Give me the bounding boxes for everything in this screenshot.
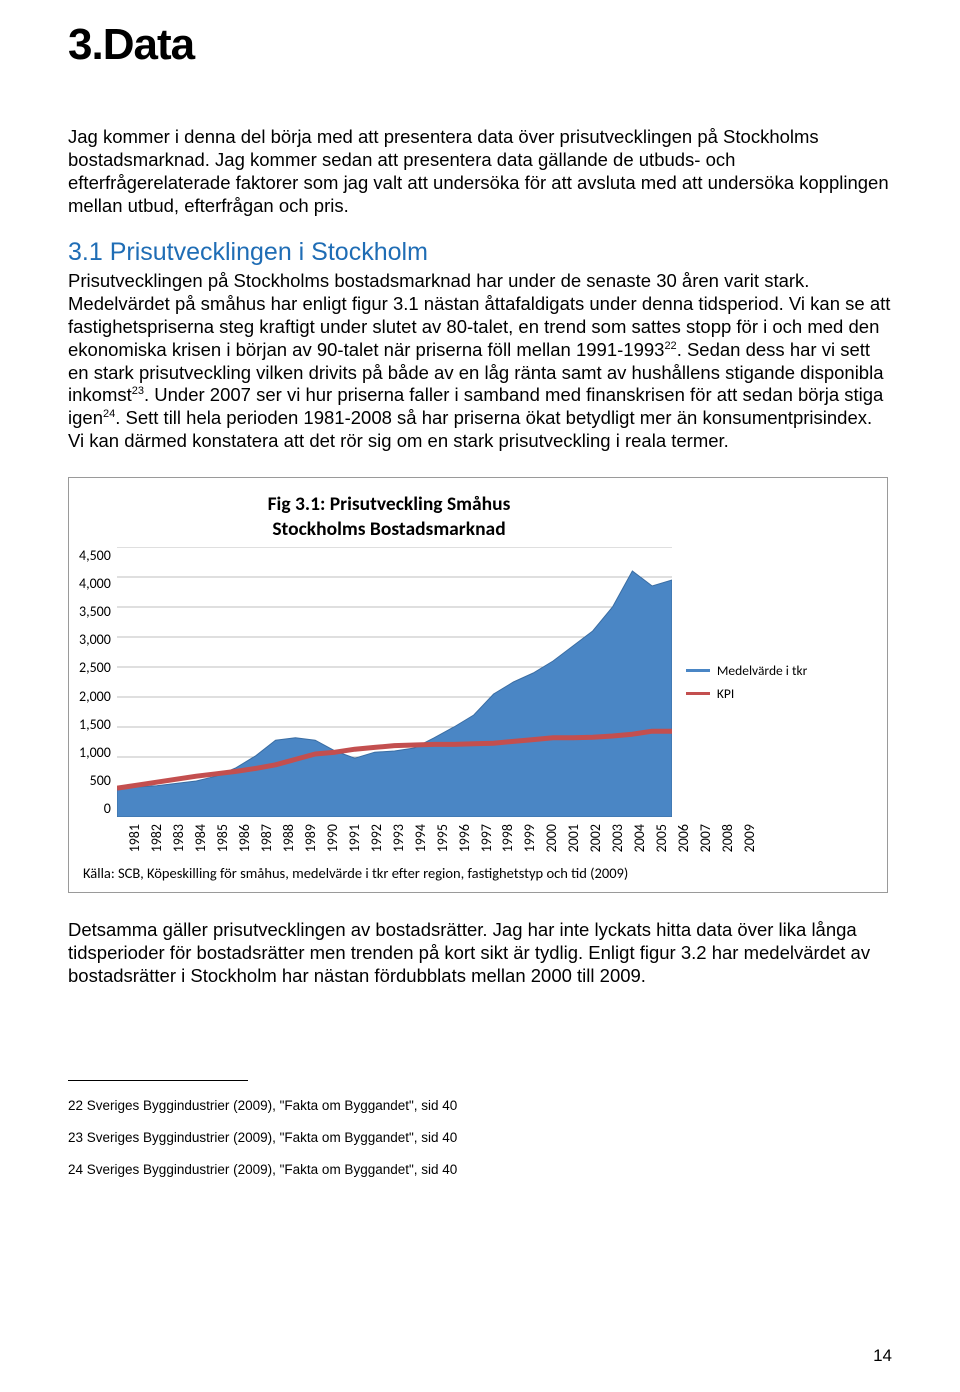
- x-tick-label: 1999: [521, 824, 538, 852]
- subsection-heading: 3.1 Prisutvecklingen i Stockholm: [68, 238, 892, 267]
- x-tick-label: 2008: [719, 824, 736, 852]
- post-chart-paragraph: Detsamma gäller prisutvecklingen av bost…: [68, 919, 892, 988]
- chart-title: Fig 3.1: Prisutveckling Småhus Stockholm…: [139, 492, 639, 541]
- page-number: 14: [873, 1346, 892, 1366]
- x-tick-label: 2003: [609, 824, 626, 852]
- x-tick-label: 1985: [214, 824, 231, 852]
- x-tick-label: 1988: [280, 824, 297, 852]
- legend-label: KPI: [717, 685, 734, 702]
- body-paragraph: Prisutvecklingen på Stockholms bostadsma…: [68, 270, 892, 454]
- x-tick-label: 2007: [697, 824, 714, 852]
- y-tick-label: 2,500: [79, 659, 111, 676]
- x-tick-label: 1986: [236, 824, 253, 852]
- x-tick-label: 2006: [675, 824, 692, 852]
- x-tick-label: 1994: [412, 824, 429, 852]
- chart-container: Fig 3.1: Prisutveckling Småhus Stockholm…: [68, 477, 888, 893]
- y-tick-label: 1,500: [79, 716, 111, 733]
- x-tick-label: 1995: [434, 824, 451, 852]
- x-tick-label: 1983: [170, 824, 187, 852]
- chart-plot-area: [117, 547, 672, 822]
- x-tick-label: 1996: [456, 824, 473, 852]
- intro-paragraph: Jag kommer i denna del börja med att pre…: [68, 126, 892, 218]
- legend-swatch: [686, 692, 710, 695]
- footnotes-block: 22 Sveriges Byggindustrier (2009), "Fakt…: [68, 1098, 892, 1177]
- x-tick-label: 2009: [741, 824, 758, 852]
- chart-x-axis: 1981 1982 1983 1984 1985 1986 1987 1988 1989 1990…: [126, 824, 877, 852]
- footnote: 24 Sveriges Byggindustrier (2009), "Fakt…: [68, 1162, 892, 1177]
- x-tick-label: 1992: [368, 824, 385, 852]
- y-tick-label: 0: [104, 800, 111, 817]
- x-tick-label: 2004: [631, 824, 648, 852]
- y-tick-label: 3,500: [79, 603, 111, 620]
- section-heading: 3.Data: [68, 20, 892, 70]
- x-tick-label: 1987: [258, 824, 275, 852]
- chart-title-line2: Stockholms Bostadsmarknad: [272, 517, 505, 541]
- y-tick-label: 2,000: [79, 688, 111, 705]
- y-tick-label: 4,500: [79, 547, 111, 564]
- chart-svg: [117, 547, 672, 817]
- chart-y-axis: 4,500 4,000 3,500 3,000 2,500 2,000 1,500 1,000…: [79, 547, 117, 817]
- legend-label: Medelvärde i tkr: [717, 662, 807, 679]
- x-tick-label: 1998: [499, 824, 516, 852]
- legend-swatch: [686, 669, 710, 672]
- x-tick-label: 2000: [543, 824, 560, 852]
- x-tick-label: 1981: [126, 824, 143, 852]
- x-tick-label: 1991: [346, 824, 363, 852]
- x-tick-label: 1990: [324, 824, 341, 852]
- footnote: 23 Sveriges Byggindustrier (2009), "Fakt…: [68, 1130, 892, 1145]
- x-tick-label: 1984: [192, 824, 209, 852]
- x-tick-label: 1989: [302, 824, 319, 852]
- chart-source: Källa: SCB, Köpeskilling för småhus, med…: [79, 864, 877, 882]
- x-tick-label: 1993: [390, 824, 407, 852]
- chart-title-line1: Fig 3.1: Prisutveckling Småhus: [268, 492, 511, 516]
- footnotes-separator: [68, 1080, 248, 1081]
- y-tick-label: 4,000: [79, 575, 111, 592]
- footnote: 22 Sveriges Byggindustrier (2009), "Fakt…: [68, 1098, 892, 1113]
- x-tick-label: 2005: [653, 824, 670, 852]
- x-tick-label: 1997: [478, 824, 495, 852]
- chart-legend: Medelvärde i tkr KPI: [672, 662, 807, 708]
- y-tick-label: 3,000: [79, 631, 111, 648]
- y-tick-label: 500: [90, 772, 111, 789]
- x-tick-label: 2002: [587, 824, 604, 852]
- legend-item: Medelvärde i tkr: [686, 662, 807, 679]
- legend-item: KPI: [686, 685, 807, 702]
- x-tick-label: 2001: [565, 824, 582, 852]
- x-tick-label: 1982: [148, 824, 165, 852]
- y-tick-label: 1,000: [79, 744, 111, 761]
